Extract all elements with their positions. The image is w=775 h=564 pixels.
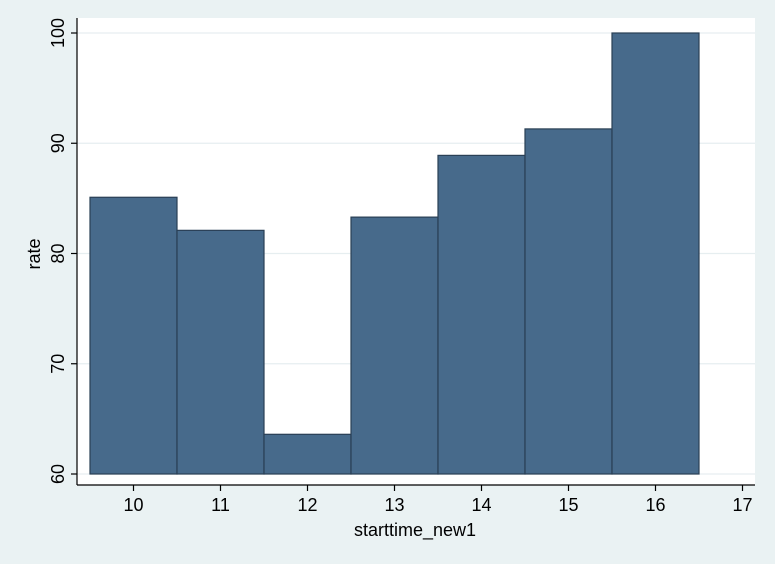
x-tick-label: 17: [732, 495, 752, 515]
y-axis-ticks: 60 70 80 90 100: [48, 18, 77, 484]
y-tick-label: 80: [48, 243, 68, 263]
x-tick-label: 11: [211, 495, 230, 515]
x-tick-label: 10: [123, 495, 143, 515]
y-tick-label: 100: [48, 18, 68, 48]
y-tick-label: 60: [48, 464, 68, 484]
bar-15: [524, 128, 613, 475]
bar-13: [350, 216, 439, 475]
x-tick-label: 15: [558, 495, 578, 515]
x-tick-label: 13: [384, 495, 404, 515]
bar-14: [437, 154, 526, 475]
x-axis-title: starttime_new1: [354, 520, 476, 541]
y-axis-title: rate: [24, 238, 44, 269]
y-tick-label: 70: [48, 354, 68, 374]
bars: [89, 32, 700, 475]
x-tick-label: 16: [645, 495, 665, 515]
bar-16: [611, 32, 700, 475]
bar-10: [89, 196, 178, 475]
x-tick-label: 12: [297, 495, 317, 515]
y-tick-label: 90: [48, 133, 68, 153]
x-tick-label: 14: [471, 495, 491, 515]
x-axis-ticks: 10 11 12 13 14 15 16 17: [123, 485, 753, 515]
bar-12: [263, 433, 352, 475]
bar-11: [176, 229, 265, 475]
axes: [76, 18, 755, 486]
